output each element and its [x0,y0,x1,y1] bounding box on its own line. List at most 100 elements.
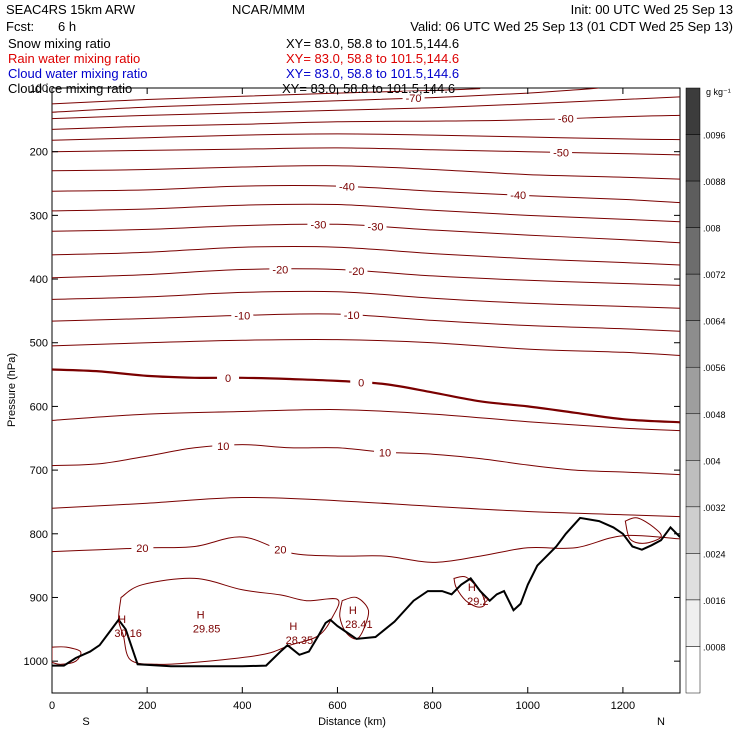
isotherm-line-minor [52,203,680,223]
high-value-label: 28.35 [286,635,314,647]
colorbar-label: .0096 [703,131,726,141]
high-value-label: 29.2 [467,596,488,608]
x-tick-label: 0 [49,700,55,712]
isotherm-label-bg [269,262,292,276]
high-marker: H [197,610,205,622]
colorbar-swatch [685,646,701,694]
high-value-label: 30.16 [114,628,142,640]
isotherm-label-bg [231,308,254,322]
isotherm-label-bg [269,542,292,556]
x-tick-label: 1000 [516,700,540,712]
isotherm-label-bg [131,540,154,554]
isotherm-label: 0 [358,378,364,390]
fcst-label: Fcst: [6,19,34,34]
model-title: SEAC4RS 15km ARW [6,2,136,17]
isotherm-line-m50 [52,147,680,156]
legend-xy-cloud-ice: XY= 83.0, 58.8 to 101.5,144.6 [282,81,455,96]
y-tick-label: 100 [30,83,48,95]
colorbar: .0096 .0088 .008 .0072 .0064 .0056 .0048 .004 .0… [685,87,726,694]
isotherm-label-bg [374,445,397,459]
contour-layer: 0 0 10 10 20 20 -10 -10 -20 -20 -30 -30 -40 -40 -50 -60… [52,88,680,668]
y-tick-label: 600 [30,401,48,413]
isotherm-label-bg [307,217,330,231]
y-tick-label: 200 [30,147,48,159]
isotherm-label: -20 [272,265,288,277]
y-tick-label: 500 [30,338,48,350]
colorbar-label: .0088 [703,177,726,187]
x-tick-label: 600 [328,700,346,712]
isotherm-line-m20 [52,268,680,286]
plot-frame [51,87,681,694]
isotherm-label-bg [402,91,425,105]
isotherm-line-minor [52,496,680,518]
isotherm-line-m60 [52,114,680,130]
colorbar-swatch [685,460,701,508]
isotherm-line-m70 [52,88,600,113]
legend-name-rain: Rain water mixing ratio [8,51,140,66]
colorbar-label: .0056 [703,363,726,373]
y-tick-label: 700 [30,465,48,477]
fcst-value: 6 h [58,19,76,34]
y-tick-label: 1000 [24,656,48,668]
y-axis-label: Pressure (hPa) [6,353,18,427]
high-marker: H [468,582,476,594]
isotherm-line-m10 [52,313,680,332]
isotherm-label: -10 [344,310,360,322]
high-marker: H [118,614,126,626]
high-value-label: 29.85 [193,624,221,636]
isotherm-label: -30 [368,222,384,234]
y-tick-label: 800 [30,529,48,541]
y-tick-label: 900 [30,592,48,604]
high-value-label: 28.41 [345,619,373,631]
colorbar-swatch [685,599,701,647]
x-tick-label: 1200 [611,700,635,712]
x-tick-label: 800 [423,700,441,712]
isotherm-line-minor [52,338,680,356]
isotherm-label: -30 [310,220,326,232]
endpoint-right-label: N [657,716,665,728]
terrain-line [52,516,680,668]
isotherm-pocket [339,596,370,640]
org-label: NCAR/MMM [232,2,305,17]
isotherm-line-minor [52,165,680,180]
colorbar-label: .004 [703,456,721,466]
colorbar-swatch [685,87,701,135]
isotherm-label: -50 [553,147,569,159]
colorbar-swatch [685,180,701,228]
high-marker: H [349,605,357,617]
legend-name-cloud-water: Cloud water mixing ratio [8,66,147,81]
colorbar-swatch [685,366,701,415]
colorbar-swatch [685,413,701,461]
colorbar-swatch [685,227,701,275]
isotherm-label-bg [217,370,240,384]
colorbar-swatch [685,273,701,321]
legend-xy-snow: XY= 83.0, 58.8 to 101.5,144.6 [286,36,459,51]
colorbar-label: .0024 [703,549,726,559]
isotherm-label: 10 [379,447,391,459]
init-time: Init: 00 UTC Wed 25 Sep 13 [571,2,733,17]
y-tick-label: 300 [30,210,48,222]
isotherm-line-minor [52,409,680,432]
isotherm-line-10 [52,444,680,476]
x-tick-label: 400 [233,700,251,712]
x-axis-label: Distance (km) [318,716,386,728]
colorbar-label: .0016 [703,596,726,606]
isotherm-label-bg [350,375,373,389]
colorbar-label: .0032 [703,503,726,513]
colorbar-swatch [685,134,701,182]
legend-name-cloud-ice: Cloud ice mixing ratio [8,81,132,96]
isotherm-label-bg [212,438,235,452]
isotherm-label-bg [340,308,363,322]
plot-area: 0 0 10 10 20 20 -10 -10 -20 -20 -30 -30 -40 -40 -50 -60… [24,83,680,712]
colorbar-swatch [685,553,701,601]
isotherm-label-bg [345,263,368,277]
high-marker: H [289,621,297,633]
isotherm-label: 0 [225,373,231,385]
isotherm-label-bg [335,179,358,193]
legend-xy-rain: XY= 83.0, 58.8 to 101.5,144.6 [286,51,459,66]
isotherm-line-minor [52,290,680,309]
isotherm-label-bg [554,111,577,125]
isotherm-label-bg [550,145,573,159]
isotherm-pocket [624,517,662,544]
